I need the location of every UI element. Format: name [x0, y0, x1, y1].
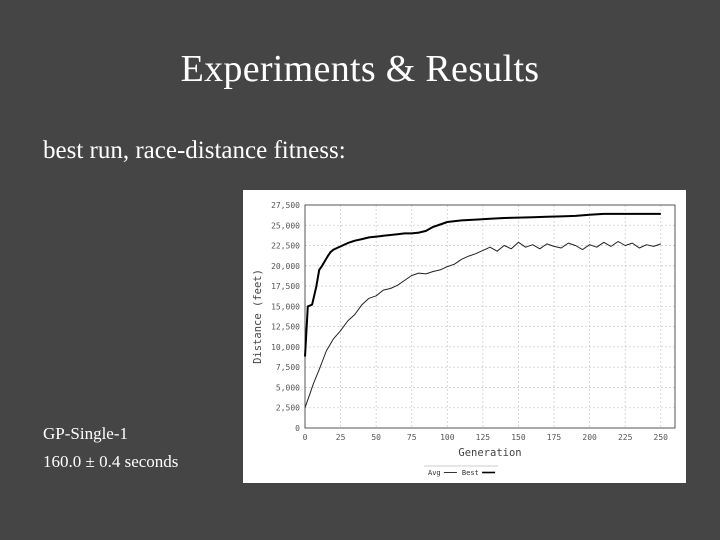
y-tick-label: 12,500: [271, 323, 300, 332]
x-tick-label: 25: [336, 433, 346, 442]
y-tick-label: 15,000: [271, 302, 300, 311]
y-tick-label: 7,500: [276, 363, 300, 372]
x-tick-label: 200: [582, 433, 597, 442]
slide-title: Experiments & Results: [180, 48, 540, 90]
x-tick-label: 75: [407, 433, 417, 442]
x-tick-label: 175: [547, 433, 562, 442]
distance-chart: 0 2,500 5,000 7,500 10,000 12,500 15,000 17,500…: [243, 190, 686, 483]
series-layer: [304, 212, 661, 408]
y-tick-label: 27,500: [271, 201, 300, 210]
y-tick-label: 10,000: [271, 343, 300, 352]
run-caption: GP-Single-1 160.0 ± 0.4 seconds: [43, 420, 178, 476]
y-tick-label: 17,500: [271, 282, 300, 291]
chart-svg: 0 2,500 5,000 7,500 10,000 12,500 15,000 17,500…: [252, 201, 676, 477]
y-tick-label: 5,000: [276, 383, 300, 392]
x-tick-label: 150: [511, 433, 526, 442]
series-line-avg: [304, 241, 661, 408]
series-line-best: [304, 212, 661, 357]
chart-legend: Avg Best: [424, 465, 498, 477]
plot-frame: [304, 204, 676, 429]
x-tick-label: 250: [654, 433, 669, 442]
caption-run-name: GP-Single-1: [43, 424, 128, 443]
y-tick-label: 0: [295, 424, 300, 433]
slide-subtitle: best run, race-distance fitness:: [43, 137, 346, 164]
x-tick-label: 50: [371, 433, 381, 442]
x-tick-label: 225: [618, 433, 633, 442]
x-axis-label: Generation: [458, 447, 521, 459]
y-tick-label: 22,500: [271, 242, 300, 251]
x-tick-label: 100: [440, 433, 455, 442]
x-tick-label: 0: [303, 433, 308, 442]
caption-run-time: 160.0 ± 0.4 seconds: [43, 452, 179, 471]
y-tick-label: 20,000: [271, 262, 300, 271]
legend-label-best: Best: [462, 469, 479, 477]
legend-label-avg: Avg: [428, 469, 441, 477]
y-axis-label: Distance (feet): [252, 269, 264, 364]
axis-ticks: 0 2,500 5,000 7,500 10,000 12,500 15,000 17,500…: [271, 201, 668, 442]
y-tick-label: 2,500: [276, 404, 300, 413]
x-tick-label: 125: [476, 433, 491, 442]
y-tick-label: 25,000: [271, 221, 300, 230]
